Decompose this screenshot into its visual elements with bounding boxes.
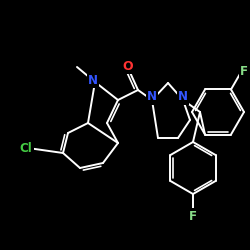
- Text: N: N: [178, 90, 188, 104]
- Text: O: O: [123, 60, 133, 72]
- Text: F: F: [189, 210, 197, 222]
- Text: N: N: [147, 90, 157, 104]
- Text: F: F: [240, 66, 248, 78]
- Text: Cl: Cl: [20, 142, 32, 154]
- Text: N: N: [88, 74, 98, 86]
